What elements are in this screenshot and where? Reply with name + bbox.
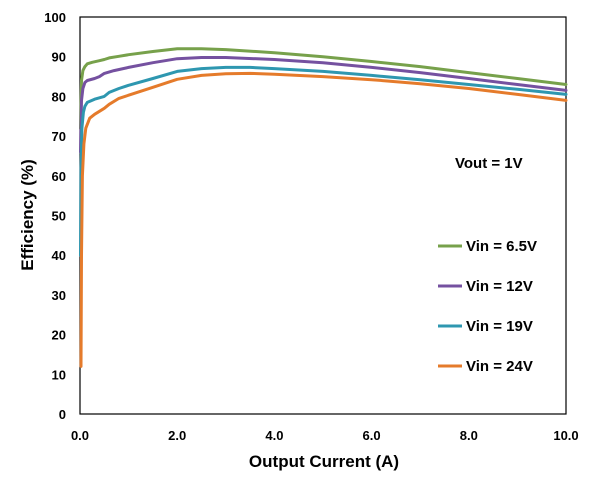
x-tick-label: 2.0	[168, 428, 186, 443]
y-tick-label: 30	[52, 288, 66, 303]
legend-label-3: Vin = 19V	[466, 318, 533, 335]
x-axis-title: Output Current (A)	[249, 452, 399, 471]
y-tick-label: 70	[52, 129, 66, 144]
x-tick-label: 8.0	[460, 428, 478, 443]
y-tick-label: 100	[44, 10, 66, 25]
y-tick-label: 80	[52, 89, 66, 104]
x-tick-label: 10.0	[553, 428, 578, 443]
legend-label-4: Vin = 24V	[466, 358, 533, 375]
series-lines	[79, 47, 568, 368]
series-line-1	[79, 47, 568, 130]
y-tick-label: 90	[52, 50, 66, 65]
y-tick-label: 40	[52, 248, 66, 263]
y-tick-label: 10	[52, 367, 66, 382]
legend: Vin = 6.5V Vin = 12V Vin = 19V Vin = 24V	[432, 232, 564, 378]
x-tick-label: 0.0	[71, 428, 89, 443]
y-tick-label: 20	[52, 328, 66, 343]
y-axis-title: Efficiency (%)	[18, 159, 37, 270]
x-tick-label: 4.0	[265, 428, 283, 443]
legend-label-2: Vin = 12V	[466, 278, 533, 295]
y-tick-label: 50	[52, 209, 66, 224]
x-tick-label: 6.0	[363, 428, 381, 443]
y-tick-label: 0	[59, 407, 66, 422]
series-line-4	[79, 71, 568, 368]
y-axis-ticks: 0 10 20 30 40 50 60 70 80 90 100	[44, 10, 66, 422]
series-line-3	[79, 65, 568, 257]
series-line-2	[79, 56, 568, 154]
y-tick-label: 60	[52, 169, 66, 184]
legend-background	[432, 232, 564, 378]
legend-label-1: Vin = 6.5V	[466, 238, 537, 255]
vout-annotation: Vout = 1V	[455, 155, 523, 172]
x-axis-ticks: 0.0 2.0 4.0 6.0 8.0 10.0	[71, 428, 579, 443]
